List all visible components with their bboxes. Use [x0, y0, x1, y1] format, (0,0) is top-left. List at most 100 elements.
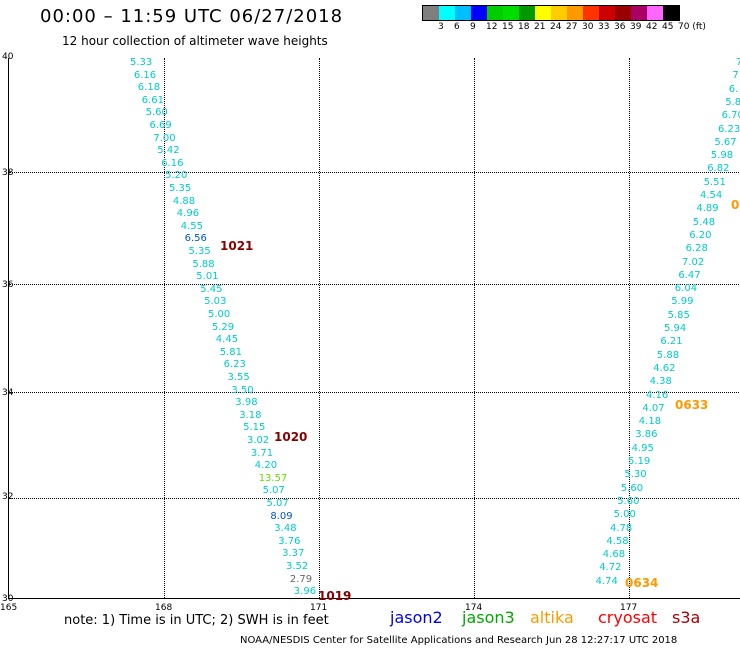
latitude-label: 36 [2, 280, 14, 290]
wave-height-value: 5.19 [628, 456, 651, 467]
satellite-label-cryosat: cryosat [598, 608, 658, 627]
wave-height-value: 5.67 [714, 136, 737, 148]
legend-label: 21 [534, 22, 546, 32]
wave-height-value: 3.96 [293, 586, 317, 598]
wave-height-value: 5.60 [620, 482, 644, 494]
pass-time-label: 0634 [625, 576, 659, 590]
legend-swatch [503, 6, 519, 20]
legend-swatch [487, 6, 503, 20]
wave-height-value: 7 [732, 70, 739, 82]
satellite-label-s3a: s3a [672, 608, 701, 627]
legend-label: 12 [486, 22, 498, 32]
wave-height-value: 4.88 [172, 195, 196, 207]
legend-label: 27 [566, 22, 578, 32]
latitude-label: 34 [2, 388, 14, 398]
wave-height-value: 13.57 [258, 472, 288, 484]
legend-color-bar [422, 5, 680, 21]
wave-height-value: 5.03 [204, 296, 227, 308]
legend-label: 9 [470, 22, 476, 32]
wave-height-value: 3.55 [227, 372, 250, 383]
latitude-label: 30 [2, 594, 14, 604]
legend-swatch [471, 6, 487, 20]
wave-height-value: 5.42 [157, 145, 180, 157]
note-text: note: 1) Time is in UTC; 2) SWH is in fe… [64, 613, 329, 628]
legend-swatch [599, 6, 615, 20]
legend-swatch [423, 6, 439, 20]
wave-height-value: 6.16 [133, 69, 157, 81]
wave-height-value: 5.85 [667, 309, 690, 321]
legend-label: 24 [550, 22, 562, 32]
latitude-gridline [9, 392, 740, 393]
latitude-gridline [9, 498, 740, 499]
wave-height-value: 5.51 [703, 176, 726, 188]
wave-height-value: 4.45 [215, 334, 239, 346]
legend-swatch [615, 6, 631, 20]
credit-line: NOAA/NESDIS Center for Satellite Applica… [240, 635, 678, 646]
wave-height-value: 4.72 [599, 562, 622, 574]
wave-height-value: 4.20 [254, 460, 278, 472]
color-legend: 3 6 9 12 15 18 21 24 27 30 33 36 39 42 45 70 (ft) [422, 5, 706, 32]
pass-time-label: 0633 [675, 398, 709, 412]
wave-height-value: 5.94 [664, 323, 687, 334]
legend-label: 3 [438, 22, 444, 32]
wave-height-value: 5.35 [188, 246, 211, 257]
map-title: 00:00 – 11:59 UTC 06/27/2018 [40, 6, 344, 27]
map-subtitle: 12 hour collection of altimeter wave hei… [62, 34, 328, 48]
wave-height-value: 2.79 [289, 573, 313, 585]
wave-height-value: 4.62 [653, 362, 676, 374]
map-plot-area [8, 58, 740, 599]
wave-height-value: 3.98 [235, 397, 258, 409]
legend-swatch [647, 6, 663, 20]
wave-height-value: 4.55 [180, 220, 203, 232]
satellite-label-jason3: jason3 [462, 608, 515, 627]
wave-height-value: 3.18 [239, 409, 262, 421]
legend-label: 70 (ft) [678, 22, 706, 32]
wave-height-value: 5.01 [196, 271, 219, 283]
wave-height-value: 4.38 [649, 376, 672, 388]
legend-label: 6 [454, 22, 460, 32]
wave-height-value: 8.09 [270, 510, 293, 522]
wave-height-value: 3.48 [274, 523, 297, 535]
pass-time-label: 1021 [220, 239, 254, 253]
legend-label: 45 [662, 22, 674, 32]
longitude-label: 174 [465, 603, 483, 613]
wave-height-value: 7.02 [682, 256, 705, 268]
wave-height-value: 4.78 [610, 522, 633, 534]
wave-height-value: 4.16 [646, 389, 669, 401]
wave-height-value: 3.37 [282, 548, 305, 560]
legend-label: 39 [630, 22, 642, 32]
wave-height-value: 5.81 [219, 346, 242, 358]
wave-height-value: 6.69 [149, 120, 172, 131]
wave-height-value: 4.07 [642, 402, 665, 414]
legend-label: 18 [518, 22, 530, 32]
wave-height-value: 5.88 [192, 258, 215, 270]
wave-height-value: 4.54 [700, 190, 723, 201]
wave-height-value: 6.56 [184, 233, 207, 245]
longitude-label: 168 [155, 603, 173, 613]
pass-time-label: 1019 [318, 589, 352, 603]
pass-time-label: 0 [731, 198, 740, 212]
wave-height-value: 6.20 [689, 229, 712, 241]
wave-height-value: 3.76 [278, 535, 301, 547]
latitude-label: 40 [2, 52, 14, 62]
wave-height-value: 5.35 [169, 183, 192, 194]
wave-height-value: 5.60 [145, 107, 168, 119]
longitude-gridline [164, 58, 165, 598]
wave-height-value: 6.82 [707, 163, 730, 175]
legend-swatch [519, 6, 535, 20]
wave-height-value: 6.61 [141, 94, 164, 106]
wave-height-value: 6.23 [718, 123, 740, 135]
legend-swatch [535, 6, 551, 20]
wave-height-value: 5.29 [211, 321, 235, 333]
pass-time-label: 1020 [274, 430, 308, 444]
wave-height-value: 6. [728, 83, 739, 95]
wave-height-value: 6.23 [223, 359, 246, 371]
wave-height-value: 3.86 [635, 429, 658, 441]
wave-height-value: 5.60 [617, 495, 640, 507]
wave-height-value: 5.8 [725, 96, 740, 108]
wave-height-value: 4.68 [602, 549, 626, 561]
legend-swatch [567, 6, 583, 20]
wave-height-value: 5.00 [613, 509, 636, 521]
latitude-gridline [9, 284, 740, 285]
wave-height-value: 4.74 [595, 575, 618, 587]
